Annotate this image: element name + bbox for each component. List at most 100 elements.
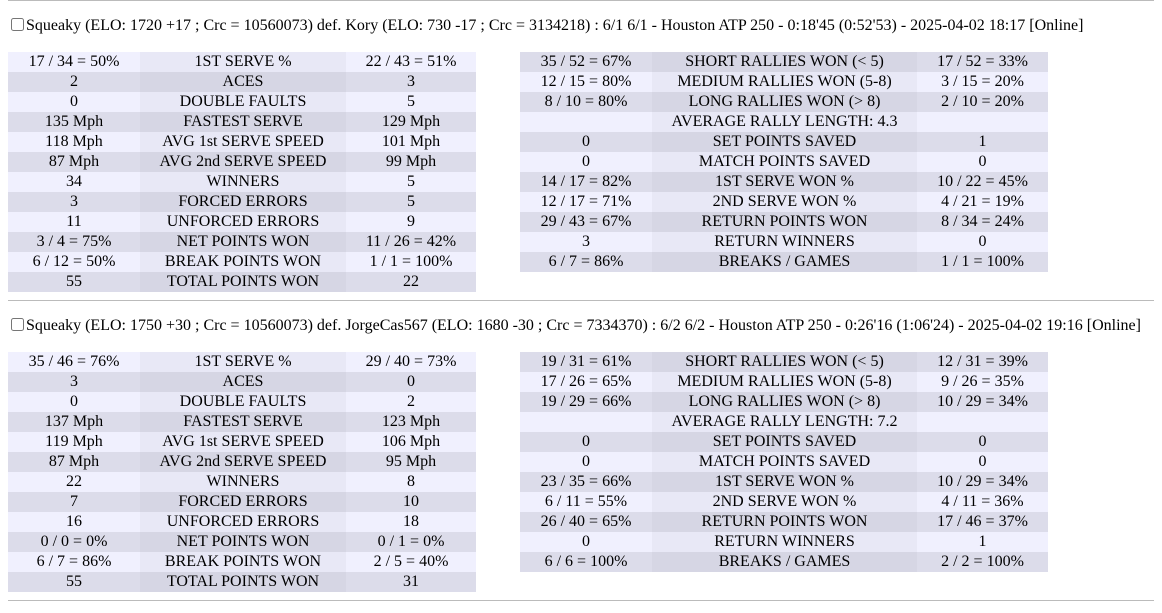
stat-label: WINNERS: [140, 172, 346, 192]
loser-value: 2: [346, 392, 476, 412]
stats-row: 0 SET POINTS SAVED 1: [520, 132, 1048, 152]
winner-value: 23 / 35 = 66%: [520, 472, 652, 492]
stats-tables: 17 / 34 = 50% 1ST SERVE % 22 / 43 = 51% 2 AC…: [8, 52, 1162, 292]
match-section: Squeaky (ELO: 1750 +30 ; Crc = 10560073)…: [0, 316, 1162, 600]
winner-value: 0: [520, 152, 652, 172]
loser-value: 9: [346, 212, 476, 232]
stats-row: 17 / 26 = 65% MEDIUM RALLIES WON (5-8) 9 /…: [520, 372, 1048, 392]
stat-label: AVG 1st SERVE SPEED: [140, 132, 346, 152]
stat-label: RETURN WINNERS: [652, 232, 917, 252]
match-section: Squeaky (ELO: 1720 +17 ; Crc = 10560073)…: [0, 16, 1162, 300]
right-stats-table: 35 / 52 = 67% SHORT RALLIES WON (< 5) 17 /…: [520, 52, 1048, 272]
match-header: Squeaky (ELO: 1720 +17 ; Crc = 10560073)…: [8, 16, 1162, 36]
winner-value: 0: [520, 452, 652, 472]
stat-label: RETURN POINTS WON: [652, 212, 917, 232]
stats-row: 0 DOUBLE FAULTS 5: [8, 92, 476, 112]
loser-value: 106 Mph: [346, 432, 476, 452]
loser-value: 8: [346, 472, 476, 492]
loser-value: 18: [346, 512, 476, 532]
winner-value: 119 Mph: [8, 432, 140, 452]
match-select-checkbox[interactable]: [11, 318, 24, 331]
stat-label: BREAK POINTS WON: [140, 552, 346, 572]
loser-value: [917, 412, 1048, 432]
winner-value: 19 / 31 = 61%: [520, 352, 652, 372]
loser-value: 1: [917, 532, 1048, 552]
stats-row: 12 / 15 = 80% MEDIUM RALLIES WON (5-8) 3 /…: [520, 72, 1048, 92]
loser-value: 3: [346, 72, 476, 92]
loser-value: 123 Mph: [346, 412, 476, 432]
stats-row: 23 / 35 = 66% 1ST SERVE WON % 10 / 29 = 34…: [520, 472, 1048, 492]
loser-value: 2 / 2 = 100%: [917, 552, 1048, 572]
winner-value: 0: [520, 532, 652, 552]
stats-row: 3 ACES 0: [8, 372, 476, 392]
stat-label: TOTAL POINTS WON: [140, 572, 346, 592]
loser-value: 22 / 43 = 51%: [346, 52, 476, 72]
winner-value: 29 / 43 = 67%: [520, 212, 652, 232]
stat-label: SHORT RALLIES WON (< 5): [652, 52, 917, 72]
loser-value: 31: [346, 572, 476, 592]
stats-row: AVERAGE RALLY LENGTH: 7.2: [520, 412, 1048, 432]
winner-value: 55: [8, 572, 140, 592]
winner-value: 3: [8, 192, 140, 212]
stats-row: 19 / 31 = 61% SHORT RALLIES WON (< 5) 12 /…: [520, 352, 1048, 372]
stats-row: 11 UNFORCED ERRORS 9: [8, 212, 476, 232]
loser-value: 2 / 10 = 20%: [917, 92, 1048, 112]
stats-row: 6 / 11 = 55% 2ND SERVE WON % 4 / 11 = 36%: [520, 492, 1048, 512]
stat-label: RETURN POINTS WON: [652, 512, 917, 532]
divider: [8, 0, 1154, 1]
loser-value: 0: [917, 432, 1048, 452]
stat-label: DOUBLE FAULTS: [140, 92, 346, 112]
loser-value: 0: [917, 232, 1048, 252]
stat-label: BREAKS / GAMES: [652, 252, 917, 272]
stats-row: 3 FORCED ERRORS 5: [8, 192, 476, 212]
winner-value: 0 / 0 = 0%: [8, 532, 140, 552]
loser-value: [917, 112, 1048, 132]
stats-row: 87 Mph AVG 2nd SERVE SPEED 99 Mph: [8, 152, 476, 172]
stat-label: LONG RALLIES WON (> 8): [652, 92, 917, 112]
winner-value: 55: [8, 272, 140, 292]
loser-value: 129 Mph: [346, 112, 476, 132]
stat-label: LONG RALLIES WON (> 8): [652, 392, 917, 412]
winner-value: 6 / 7 = 86%: [520, 252, 652, 272]
winner-value: 118 Mph: [8, 132, 140, 152]
stats-row: 0 / 0 = 0% NET POINTS WON 0 / 1 = 0%: [8, 532, 476, 552]
stat-label: WINNERS: [140, 472, 346, 492]
stats-row: 135 Mph FASTEST SERVE 129 Mph: [8, 112, 476, 132]
winner-value: 135 Mph: [8, 112, 140, 132]
stat-label: 1ST SERVE %: [140, 52, 346, 72]
stat-label: 2ND SERVE WON %: [652, 192, 917, 212]
stats-row: 0 MATCH POINTS SAVED 0: [520, 152, 1048, 172]
stats-row: 3 / 4 = 75% NET POINTS WON 11 / 26 = 42%: [8, 232, 476, 252]
stat-label: UNFORCED ERRORS: [140, 212, 346, 232]
winner-value: 6 / 11 = 55%: [520, 492, 652, 512]
stat-label: TOTAL POINTS WON: [140, 272, 346, 292]
winner-value: 34: [8, 172, 140, 192]
stat-label: 1ST SERVE WON %: [652, 472, 917, 492]
stat-label: AVERAGE RALLY LENGTH: 7.2: [652, 412, 917, 432]
stats-row: 119 Mph AVG 1st SERVE SPEED 106 Mph: [8, 432, 476, 452]
stats-row: 0 DOUBLE FAULTS 2: [8, 392, 476, 412]
loser-value: 1: [917, 132, 1048, 152]
stat-label: AVG 2nd SERVE SPEED: [140, 152, 346, 172]
stats-row: 26 / 40 = 65% RETURN POINTS WON 17 / 46 = …: [520, 512, 1048, 532]
loser-value: 8 / 34 = 24%: [917, 212, 1048, 232]
stat-label: RETURN WINNERS: [652, 532, 917, 552]
divider: [8, 300, 1154, 301]
stats-row: 6 / 6 = 100% BREAKS / GAMES 2 / 2 = 100%: [520, 552, 1048, 572]
stats-row: 0 MATCH POINTS SAVED 0: [520, 452, 1048, 472]
winner-value: [520, 112, 652, 132]
stats-row: 14 / 17 = 82% 1ST SERVE WON % 10 / 22 = 45…: [520, 172, 1048, 192]
stats-row: 3 RETURN WINNERS 0: [520, 232, 1048, 252]
winner-value: 22: [8, 472, 140, 492]
right-stats-table: 19 / 31 = 61% SHORT RALLIES WON (< 5) 12 /…: [520, 352, 1048, 572]
stats-row: 12 / 17 = 71% 2ND SERVE WON % 4 / 21 = 19%: [520, 192, 1048, 212]
winner-value: 19 / 29 = 66%: [520, 392, 652, 412]
stat-label: NET POINTS WON: [140, 532, 346, 552]
winner-value: 35 / 52 = 67%: [520, 52, 652, 72]
stat-label: AVG 1st SERVE SPEED: [140, 432, 346, 452]
left-stats-table: 17 / 34 = 50% 1ST SERVE % 22 / 43 = 51% 2 AC…: [8, 52, 476, 292]
match-select-checkbox[interactable]: [11, 18, 24, 31]
loser-value: 17 / 52 = 33%: [917, 52, 1048, 72]
loser-value: 17 / 46 = 37%: [917, 512, 1048, 532]
